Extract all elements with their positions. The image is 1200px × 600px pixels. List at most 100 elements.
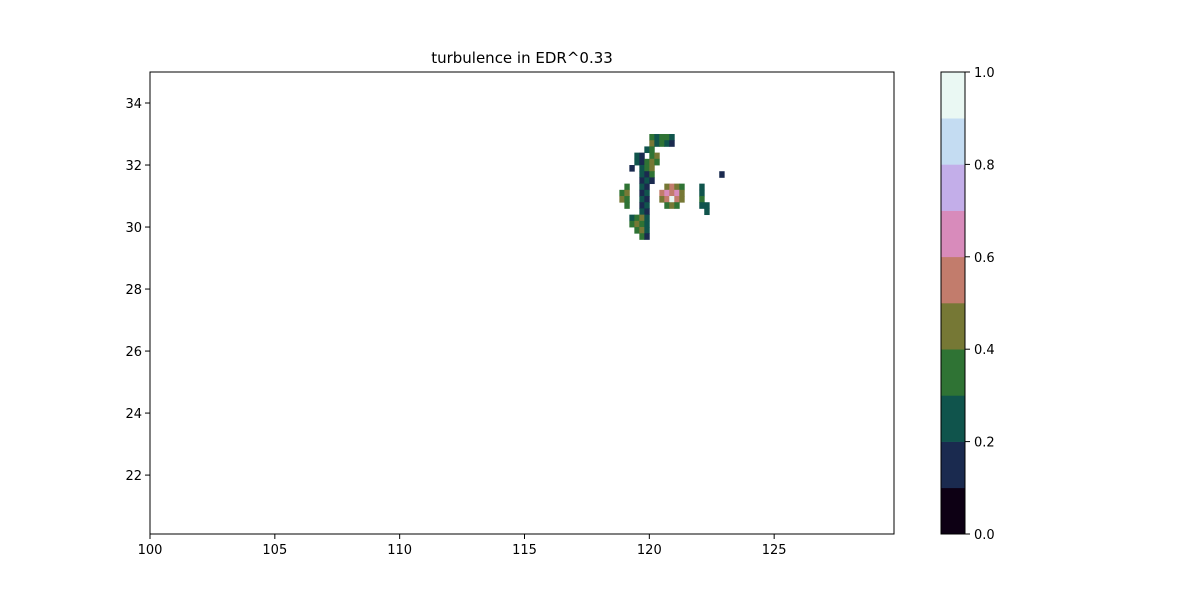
heatmap-cell [634,227,640,234]
y-axis: 22 24 26 28 30 32 34 [125,97,150,484]
colorbar-bins [941,72,965,535]
x-tick-label: 125 [762,543,787,558]
heatmap-cell [644,171,650,178]
y-tick-label: 24 [125,407,142,422]
heatmap-cell [669,134,675,141]
heatmap-cell [674,183,680,191]
heatmap-cell [664,202,670,209]
colorbar-tick-label: 0.0 [974,528,995,543]
heatmap-cell [629,220,635,228]
colorbar-tick-label: 1.0 [974,66,995,81]
heatmap-cell [634,214,640,222]
heatmap-cell [639,183,645,191]
heatmap-cell [624,183,630,191]
heatmap-cell [639,202,645,209]
heatmap-cell [624,202,630,209]
heatmap-cell [664,189,670,197]
heatmap-cell [639,227,645,234]
heatmap-cell [644,208,650,216]
heatmap-cell [644,177,650,185]
colorbar-bin [941,210,965,258]
colorbar-tick-label: 0.4 [974,343,995,358]
heatmap-cell [699,196,705,203]
heatmap-cell [644,189,650,197]
heatmap-cell [659,196,665,203]
colorbar-tick-label: 0.8 [974,158,995,173]
heatmap-cell [634,152,640,160]
heatmap-cell [679,189,685,197]
heatmap-cell [649,140,655,147]
colorbar-bin [941,441,965,489]
colorbar-bin [941,72,965,119]
heatmap-cell [644,214,650,222]
heatmap-cell [659,134,665,141]
heatmap-cell [669,183,675,191]
heatmap-cell [699,189,705,197]
heatmap-cell [674,189,680,197]
heatmap-cell [654,134,660,141]
heatmap-cell [659,140,665,147]
colorbar-tick-label: 0.6 [974,251,995,266]
heatmap-cell [644,183,650,191]
heatmap-cell [634,158,640,166]
heatmap-cells [619,134,725,240]
colorbar-bin [941,395,965,442]
heatmap-cell [669,196,675,203]
heatmap-cell [664,134,670,141]
colorbar-ticks: 0.0 0.2 0.4 0.6 0.8 1.0 [965,66,995,543]
heatmap-cell [664,196,670,203]
heatmap-cell [669,189,675,197]
heatmap-cell [639,220,645,228]
colorbar-bin [941,256,965,304]
heatmap-cell [639,152,645,160]
colorbar-frame [940,71,966,535]
colorbar-bin [941,303,965,350]
heatmap-cell [624,189,630,197]
x-tick-label: 100 [138,543,163,558]
colorbar-bin [941,118,965,165]
heatmap-cell [704,202,710,209]
heatmap-cell [654,152,660,160]
y-tick-label: 22 [125,469,142,484]
heatmap-cell [664,183,670,191]
x-axis: 100 105 110 115 120 125 [138,534,787,558]
x-tick-label: 115 [512,543,537,558]
heatmap-cell [639,165,645,172]
heatmap-cell [649,134,655,141]
heatmap-cell [669,202,675,209]
heatmap-cell [649,152,655,160]
heatmap-cell [674,196,680,203]
heatmap-cell [649,146,655,154]
heatmap-cell [644,196,650,203]
y-tick-label: 30 [125,221,142,236]
heatmap-cell [679,196,685,203]
x-tick-label: 105 [262,543,287,558]
plot-frame [149,71,895,535]
heatmap-cell [639,189,645,197]
x-tick-label: 120 [637,543,662,558]
heatmap-cell [619,196,625,203]
heatmap-cell [649,171,655,178]
heatmap-cell [639,208,645,216]
colorbar-bin [941,487,965,535]
y-tick-label: 26 [125,345,142,360]
heatmap-cell [699,183,705,191]
heatmap-cell [659,189,665,197]
colorbar-tick-label: 0.2 [974,436,995,451]
heatmap-cell [629,165,635,172]
plot-area: 100 105 110 115 120 125 22 24 26 28 30 32 34 [125,71,895,558]
heatmap-cell [639,196,645,203]
heatmap-cell [619,189,625,197]
colorbar-bin [941,164,965,211]
heatmap-cell [644,220,650,228]
heatmap-cell [699,202,705,209]
heatmap-cell [664,140,670,147]
heatmap-cell [639,171,645,178]
x-tick-label: 110 [387,543,412,558]
heatmap-cell [629,214,635,222]
heatmap-cell [644,158,650,166]
heatmap-cell [644,146,650,154]
colorbar: 0.0 0.2 0.4 0.6 0.8 1.0 [940,66,995,543]
heatmap-cell [674,202,680,209]
